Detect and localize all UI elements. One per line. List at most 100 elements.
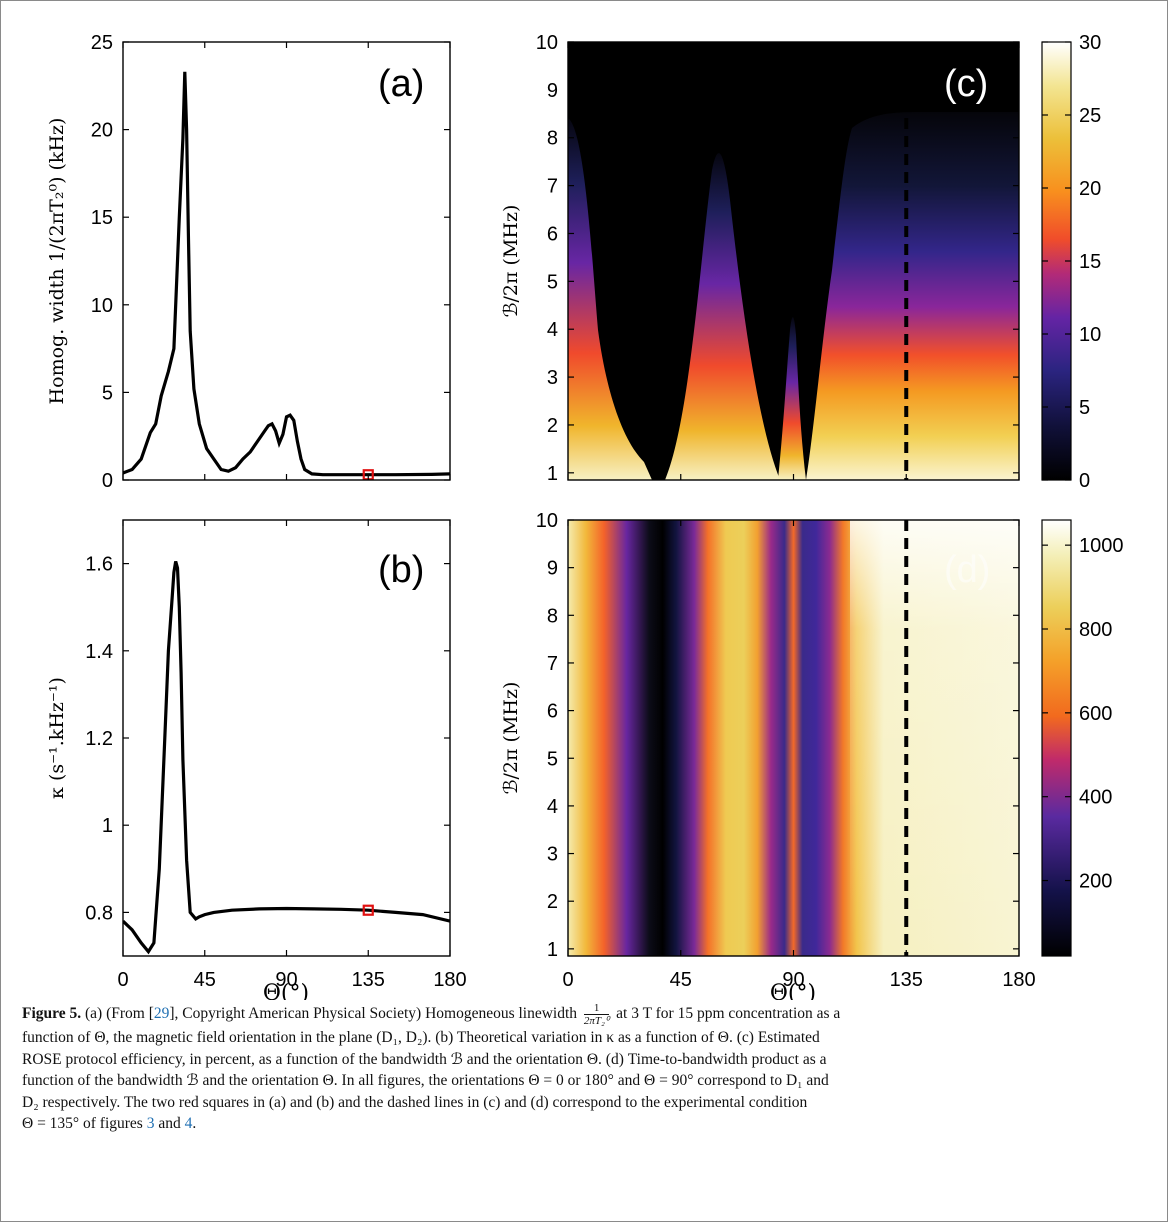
xtick-label: 180 [433, 969, 466, 991]
ytick-label: 5 [547, 748, 558, 770]
colorbar-tick-label: 20 [1079, 178, 1101, 200]
yticks-d: 1 2 3 4 5 6 7 8 9 10 [536, 510, 1019, 961]
colorbar-tick-label: 15 [1079, 251, 1101, 273]
citation-link-fig3[interactable]: 3 [146, 1115, 155, 1132]
ytick-label: 8 [547, 605, 558, 627]
caption-line-3: ROSE protocol efficiency, in percent, as… [22, 1050, 827, 1068]
caption-text-1a: (a) (From [ [85, 1005, 154, 1023]
caption-text-1b: ], Copyright American Physical Society) … [169, 1005, 578, 1023]
fraction-denominator: 2πT₂⁰ [583, 1015, 610, 1027]
ytick-label: 10 [536, 510, 558, 532]
xticks-d: 0 45 90 135 180 [562, 520, 1036, 991]
ylabel-c: ℬ/2π (MHz) [500, 205, 522, 318]
ytick-label: 5 [547, 271, 558, 293]
ytick-label: 0 [102, 470, 113, 492]
ytick-label: 1.2 [85, 728, 113, 750]
experimental-marker-b [362, 904, 374, 916]
colorbar-tick-label: 200 [1079, 871, 1112, 893]
ytick-label: 1.6 [85, 554, 113, 576]
xtick-label: 90 [782, 969, 804, 991]
ytick-label: 10 [536, 32, 558, 54]
ytick-label: 8 [547, 128, 558, 150]
caption-line-5: D₂ respectively. The two red squares in … [22, 1093, 808, 1111]
colorbar-tick-label: 1000 [1079, 535, 1124, 557]
xtick-label: 45 [670, 969, 692, 991]
ytick-label: 4 [547, 319, 558, 341]
ytick-label: 2 [547, 415, 558, 437]
heatmap-c-middle-lobe [665, 153, 780, 480]
caption-text-1c: at 3 T for 15 ppm concentration as a [616, 1005, 841, 1023]
ytick-label: 0.8 [85, 902, 113, 924]
yticks-a: 0 5 10 15 20 25 [91, 32, 450, 492]
xtick-label: 135 [352, 969, 385, 991]
ytick-label: 4 [547, 796, 558, 818]
ytick-label: 9 [547, 558, 558, 580]
ytick-label: 1 [547, 939, 558, 961]
caption-text-6-and: and [158, 1115, 181, 1132]
figure-label: Figure 5. [22, 1005, 82, 1023]
linewidth-fraction: 1 2πT₂⁰ [583, 1002, 610, 1027]
xtick-label: 135 [890, 969, 923, 991]
colorbar-tick-label: 5 [1079, 397, 1090, 419]
yticks-c: 1 2 3 4 5 6 7 8 9 10 [536, 32, 1019, 485]
panel-label-d: (d) [944, 549, 990, 591]
xtick-label: 180 [1002, 969, 1035, 991]
panel-label-a: (a) [378, 63, 424, 105]
panel-label-b: (b) [378, 549, 424, 591]
xlabel-d: Θ(°) [770, 981, 816, 1000]
citation-link-fig4[interactable]: 4 [184, 1115, 193, 1132]
panel-a: 0 5 10 15 20 25 (a) Homog. width 1/(2πT₂⁰) (k… [46, 32, 451, 492]
colorbar-tick-label: 800 [1079, 619, 1112, 641]
yticks-b: 0.8 1 1.2 1.4 1.6 [85, 554, 450, 924]
ylabel-b: κ (s⁻¹.kHz⁻¹) [46, 677, 68, 799]
ytick-label: 25 [91, 32, 113, 54]
ytick-label: 20 [91, 120, 113, 142]
xlabel-b: Θ(°) [263, 981, 309, 1000]
heatmap-c-right-block [806, 112, 1019, 480]
colorbar-tick-label: 10 [1079, 324, 1101, 346]
ytick-label: 10 [91, 295, 113, 317]
caption-text-6a: Θ = 135° of figures [22, 1115, 143, 1132]
xtick-label: 45 [194, 969, 216, 991]
colorbar-tick-label: 600 [1079, 703, 1112, 725]
xticks-b: 0 45 90 135 180 [117, 520, 467, 991]
ytick-label: 5 [102, 382, 113, 404]
panel-b: 0.8 1 1.2 1.4 1.6 0 45 90 135 180 (b) κ (s⁻¹.kHz… [46, 519, 467, 1000]
colorbar-ticks-c: 0 5 10 15 20 25 30 [1042, 32, 1101, 492]
ylabel-d: ℬ/2π (MHz) [500, 682, 522, 795]
ytick-label: 7 [547, 176, 558, 198]
caption-line-1: Figure 5. (a) (From [29], Copyright Amer… [22, 1002, 1147, 1027]
ytick-label: 15 [91, 207, 113, 229]
ytick-label: 1.4 [85, 641, 113, 663]
homog-width-curve [123, 71, 450, 477]
colorbar-ticks-d: 200 400 600 800 1000 [1042, 535, 1124, 893]
ytick-label: 1 [102, 815, 113, 837]
heatmap-d-fade [850, 520, 1019, 956]
ytick-label: 7 [547, 653, 558, 675]
panel-c: 1 2 3 4 5 6 7 8 9 10 (c) ℬ/2π (MHz) 0 5 10 15 20 25 30 [500, 32, 1101, 492]
caption-text-6-end: . [192, 1115, 197, 1132]
xtick-label: 0 [562, 969, 573, 991]
ytick-label: 6 [547, 701, 558, 723]
figure-caption: Figure 5. (a) (From [29], Copyright Amer… [22, 1002, 1147, 1135]
heatmap-c-left-lobe [568, 118, 652, 480]
kappa-curve [123, 560, 450, 955]
fraction-numerator: 1 [583, 1002, 610, 1015]
citation-link-29[interactable]: 29 [153, 1005, 170, 1023]
colorbar-tick-label: 30 [1079, 32, 1101, 54]
ytick-label: 6 [547, 223, 558, 245]
ytick-label: 9 [547, 80, 558, 102]
ytick-label: 1 [547, 463, 558, 485]
xtick-marks-a [122, 42, 451, 480]
caption-line-4: function of the bandwidth ℬ and the orie… [22, 1072, 829, 1089]
colorbar-d [1041, 519, 1072, 957]
panel-label-c: (c) [944, 63, 988, 105]
caption-line-6: Θ = 135° of figures 3 and 4. [22, 1113, 1147, 1135]
colorbar-tick-label: 0 [1079, 470, 1090, 492]
caption-line-2: function of Θ, the magnetic field orient… [22, 1029, 820, 1046]
ytick-label: 3 [547, 367, 558, 389]
ytick-label: 3 [547, 844, 558, 866]
colorbar-tick-label: 400 [1079, 787, 1112, 809]
